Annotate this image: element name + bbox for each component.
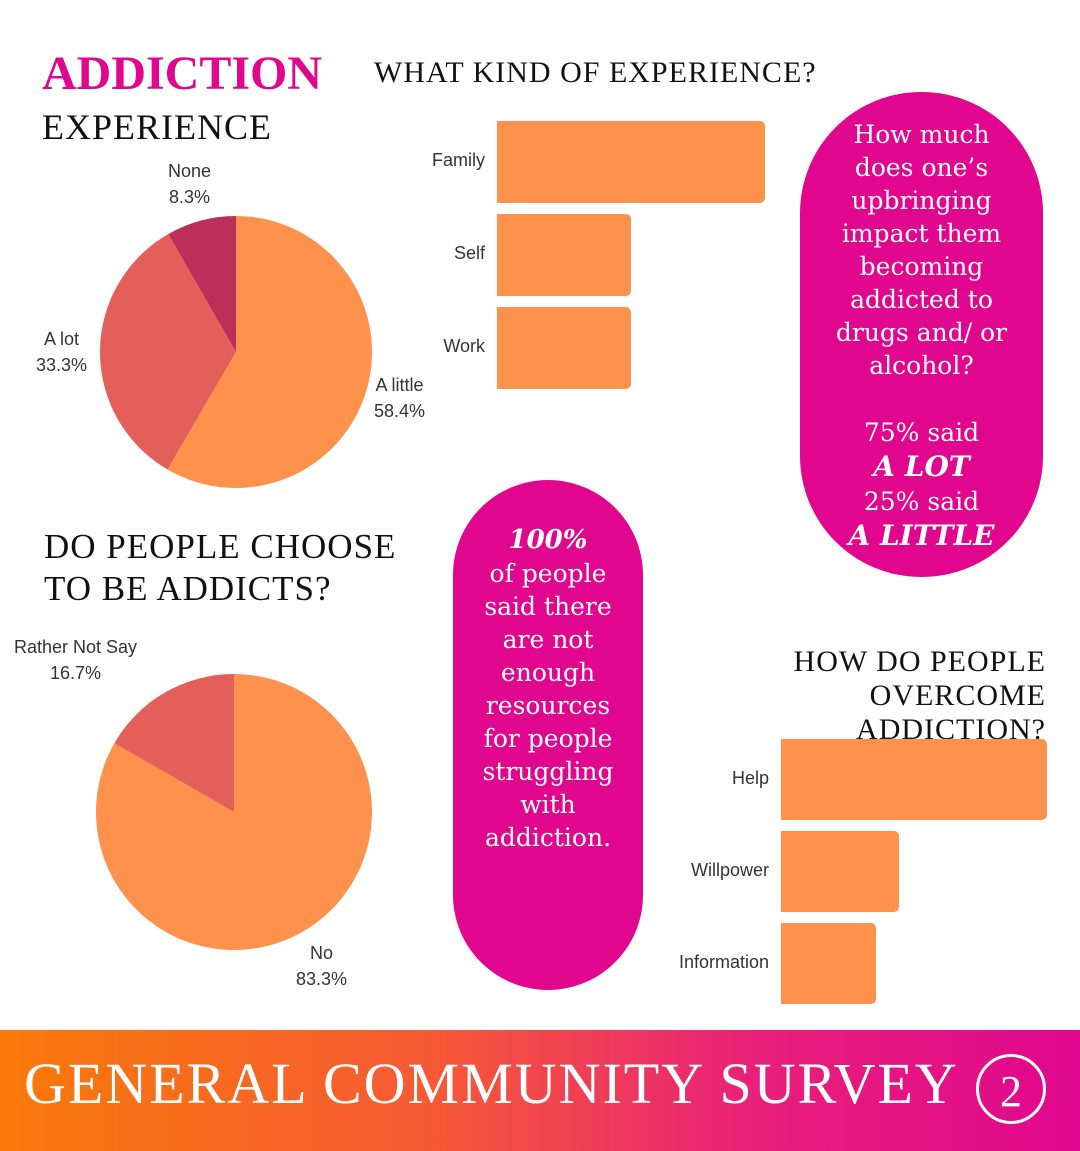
upbringing-stat-alot-value: 75% said (863, 418, 980, 447)
bar-label-work: Work (443, 336, 485, 356)
footer-title: GENERAL COMMUNITY SURVEY (24, 1051, 959, 1116)
upbringing-stat-alittle-value: 25% said (863, 487, 980, 516)
choose-pie-chart (96, 674, 372, 950)
pie-label-none: None 8.3% (168, 158, 211, 210)
upbringing-stat-alot-answer: A LOT (873, 450, 970, 483)
upbringing-question: How much does one’s upbringing impact th… (835, 120, 1008, 380)
bar-label-willpower: Willpower (690, 859, 769, 880)
experience-bar-title: WHAT KIND OF EXPERIENCE? (374, 56, 817, 89)
pie-label-a-little: A little 58.4% (374, 372, 425, 424)
pie-slice-no (96, 674, 372, 950)
upbringing-callout: How much does one’s upbringing impact th… (800, 92, 1043, 577)
bar-help (781, 739, 1047, 820)
resources-callout: 100% of people said there are not enough… (453, 480, 643, 990)
pie-label-a-lot: A lot 33.3% (36, 326, 87, 378)
pie-label-no: No 83.3% (296, 940, 347, 992)
pie-slice-a-little (167, 216, 372, 488)
page-subtitle: EXPERIENCE (42, 107, 272, 147)
resources-text: of people said there are not enough reso… (482, 559, 614, 852)
bar-willpower (781, 831, 900, 912)
upbringing-stat-alittle-answer: A LITTLE (848, 519, 995, 552)
bar-label-family: Family (432, 150, 485, 170)
bar-self (497, 214, 631, 296)
pie-slice-rather-not-say (114, 674, 234, 812)
page-number-badge: 2 (976, 1054, 1046, 1124)
resources-stat: 100% (508, 525, 588, 555)
pie-label-name: A little (375, 375, 424, 395)
pie-label-value: 33.3% (36, 355, 88, 375)
pie-label-rather-not-say: Rather Not Say 16.7% (14, 634, 137, 686)
pie-label-name: No (310, 943, 334, 963)
pie-slice-a-lot (100, 234, 236, 470)
bar-family (497, 121, 765, 203)
choose-pie-title: DO PEOPLE CHOOSE TO BE ADDICTS? (44, 527, 397, 608)
footer-banner: GENERAL COMMUNITY SURVEY 2 (0, 1030, 1080, 1151)
bar-label-self: Self (453, 243, 485, 263)
pie-label-name: A lot (44, 329, 80, 349)
bar-work (497, 307, 631, 389)
pie-label-name: Rather Not Say (14, 637, 138, 657)
bar-label-help: Help (731, 767, 769, 788)
experience-pie-chart (100, 216, 372, 488)
pie-slice-none (168, 216, 236, 352)
pie-label-value: 83.3% (296, 969, 348, 989)
page-title: ADDICTION (42, 47, 323, 100)
bar-label-information: Information (678, 951, 769, 972)
pie-label-value: 8.3% (169, 187, 211, 207)
pie-label-value: 16.7% (50, 663, 102, 683)
pie-label-name: None (168, 161, 212, 181)
overcome-bar-title: HOW DO PEOPLE OVERCOME ADDICTION? (793, 645, 1046, 746)
bar-information (781, 923, 876, 1004)
pie-label-value: 58.4% (374, 401, 426, 421)
